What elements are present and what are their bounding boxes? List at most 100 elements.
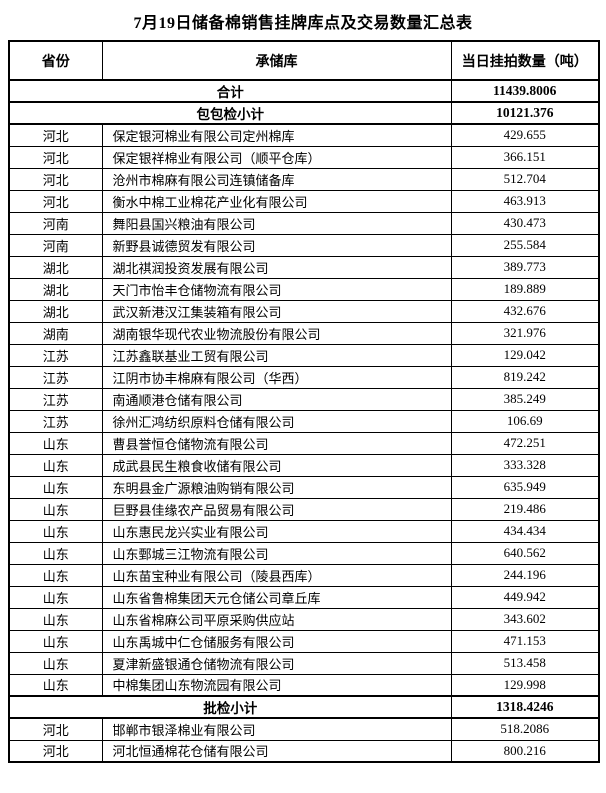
quantity-cell: 640.562 [450, 541, 600, 565]
quantity-cell: 513.458 [450, 651, 600, 675]
province-cell: 山东 [8, 651, 103, 675]
table-row: 山东 山东省棉麻公司平原采购供应站 343.602 [8, 607, 600, 631]
province-cell: 湖北 [8, 255, 103, 279]
table-row: 山东 山东禹城中仁仓储服务有限公司 471.153 [8, 629, 600, 653]
province-cell: 山东 [8, 497, 103, 521]
quantity-cell: 255.584 [450, 233, 600, 257]
warehouse-cell: 山东鄄城三江物流有限公司 [101, 541, 452, 565]
warehouse-cell: 舞阳县国兴粮油有限公司 [101, 211, 452, 235]
warehouse-cell: 徐州汇鸿纺织原料仓储有限公司 [101, 409, 452, 433]
summary-table: 省份 承储库 当日挂拍数量（吨） 合计 11439.8006 包包检小计 10121.… [8, 40, 600, 763]
table-row: 湖北 天门市怡丰仓储物流有限公司 189.889 [8, 277, 600, 301]
table-row: 河北 保定银河棉业有限公司定州棉库 429.655 [8, 123, 600, 147]
table-row: 河北 邯郸市银泽棉业有限公司 518.2086 [8, 717, 600, 741]
warehouse-cell: 天门市怡丰仓储物流有限公司 [101, 277, 452, 301]
table-row: 山东 成武县民生粮食收储有限公司 333.328 [8, 453, 600, 477]
province-cell: 山东 [8, 431, 103, 455]
quantity-cell: 10121.376 [450, 101, 600, 125]
warehouse-cell: 邯郸市银泽棉业有限公司 [101, 717, 452, 741]
province-cell: 江苏 [8, 387, 103, 411]
summary-label-cell: 包包检小计 [8, 101, 452, 125]
warehouse-cell: 保定银河棉业有限公司定州棉库 [101, 123, 452, 147]
quantity-cell: 106.69 [450, 409, 600, 433]
table-row: 湖南 湖南银华现代农业物流股份有限公司 321.976 [8, 321, 600, 345]
warehouse-cell: 巨野县佳缘农产品贸易有限公司 [101, 497, 452, 521]
province-cell: 山东 [8, 519, 103, 543]
quantity-cell: 129.998 [450, 673, 600, 697]
province-cell: 河北 [8, 739, 103, 763]
table-row: 河南 舞阳县国兴粮油有限公司 430.473 [8, 211, 600, 235]
quantity-cell: 512.704 [450, 167, 600, 191]
province-cell: 山东 [8, 541, 103, 565]
quantity-cell: 129.042 [450, 343, 600, 367]
table-row: 山东 夏津新盛银通仓储物流有限公司 513.458 [8, 651, 600, 675]
warehouse-cell: 湖南银华现代农业物流股份有限公司 [101, 321, 452, 345]
table-row: 山东 巨野县佳缘农产品贸易有限公司 219.486 [8, 497, 600, 521]
warehouse-cell: 湖北祺润投资发展有限公司 [101, 255, 452, 279]
quantity-cell: 434.434 [450, 519, 600, 543]
warehouse-cell: 曹县誉恒仓储物流有限公司 [101, 431, 452, 455]
quantity-cell: 430.473 [450, 211, 600, 235]
table-row: 山东 山东鄄城三江物流有限公司 640.562 [8, 541, 600, 565]
table-row: 山东 山东省鲁棉集团天元仓储公司章丘库 449.942 [8, 585, 600, 609]
column-header-province: 省份 [8, 40, 103, 81]
province-cell: 江苏 [8, 343, 103, 367]
page-title: 7月19日储备棉销售挂牌库点及交易数量汇总表 [133, 15, 473, 32]
province-cell: 河南 [8, 211, 103, 235]
quantity-cell: 819.242 [450, 365, 600, 389]
table-row: 河北 保定银祥棉业有限公司（顺平仓库） 366.151 [8, 145, 600, 169]
province-cell: 山东 [8, 629, 103, 653]
province-cell: 河北 [8, 717, 103, 741]
province-cell: 湖南 [8, 321, 103, 345]
table-row: 山东 山东惠民龙兴实业有限公司 434.434 [8, 519, 600, 543]
province-cell: 山东 [8, 585, 103, 609]
warehouse-cell: 保定银祥棉业有限公司（顺平仓库） [101, 145, 452, 169]
quantity-cell: 244.196 [450, 563, 600, 587]
header-row: 省份 承储库 当日挂拍数量（吨） [8, 40, 600, 81]
warehouse-cell: 江苏鑫联基业工贸有限公司 [101, 343, 452, 367]
quantity-cell: 472.251 [450, 431, 600, 455]
table-row: 山东 曹县誉恒仓储物流有限公司 472.251 [8, 431, 600, 455]
warehouse-cell: 新野县诚德贸发有限公司 [101, 233, 452, 257]
warehouse-cell: 中棉集团山东物流园有限公司 [101, 673, 452, 697]
warehouse-cell: 衡水中棉工业棉花产业化有限公司 [101, 189, 452, 213]
province-cell: 山东 [8, 563, 103, 587]
table-row: 河北 衡水中棉工业棉花产业化有限公司 463.913 [8, 189, 600, 213]
warehouse-cell: 山东禹城中仁仓储服务有限公司 [101, 629, 452, 653]
warehouse-cell: 山东惠民龙兴实业有限公司 [101, 519, 452, 543]
table-row: 江苏 徐州汇鸿纺织原料仓储有限公司 106.69 [8, 409, 600, 433]
quantity-cell: 471.153 [450, 629, 600, 653]
quantity-cell: 189.889 [450, 277, 600, 301]
warehouse-cell: 成武县民生粮食收储有限公司 [101, 453, 452, 477]
subtotal-row: 批检小计 1318.4246 [8, 695, 600, 719]
quantity-cell: 333.328 [450, 453, 600, 477]
warehouse-cell: 夏津新盛银通仓储物流有限公司 [101, 651, 452, 675]
warehouse-cell: 江阴市协丰棉麻有限公司（华西） [101, 365, 452, 389]
warehouse-cell: 武汉新港汉江集装箱有限公司 [101, 299, 452, 323]
column-header-warehouse: 承储库 [101, 40, 452, 81]
quantity-cell: 321.976 [450, 321, 600, 345]
warehouse-cell: 山东苗宝种业有限公司（陵县西库） [101, 563, 452, 587]
province-cell: 河北 [8, 123, 103, 147]
province-cell: 河北 [8, 145, 103, 169]
quantity-cell: 432.676 [450, 299, 600, 323]
province-cell: 河北 [8, 189, 103, 213]
warehouse-cell: 东明县金广源粮油购销有限公司 [101, 475, 452, 499]
warehouse-cell: 山东省棉麻公司平原采购供应站 [101, 607, 452, 631]
quantity-cell: 389.773 [450, 255, 600, 279]
table-row: 江苏 江苏鑫联基业工贸有限公司 129.042 [8, 343, 600, 367]
province-cell: 山东 [8, 453, 103, 477]
summary-label-cell: 合计 [8, 79, 452, 103]
subtotal-row: 包包检小计 10121.376 [8, 101, 600, 125]
province-cell: 江苏 [8, 365, 103, 389]
table-row: 江苏 南通顺港仓储有限公司 385.249 [8, 387, 600, 411]
table-row: 河南 新野县诚德贸发有限公司 255.584 [8, 233, 600, 257]
total-row: 合计 11439.8006 [8, 79, 600, 103]
quantity-cell: 1318.4246 [450, 695, 600, 719]
quantity-cell: 343.602 [450, 607, 600, 631]
table-row: 江苏 江阴市协丰棉麻有限公司（华西） 819.242 [8, 365, 600, 389]
province-cell: 湖北 [8, 277, 103, 301]
quantity-cell: 366.151 [450, 145, 600, 169]
warehouse-cell: 沧州市棉麻有限公司连镇储备库 [101, 167, 452, 191]
quantity-cell: 429.655 [450, 123, 600, 147]
